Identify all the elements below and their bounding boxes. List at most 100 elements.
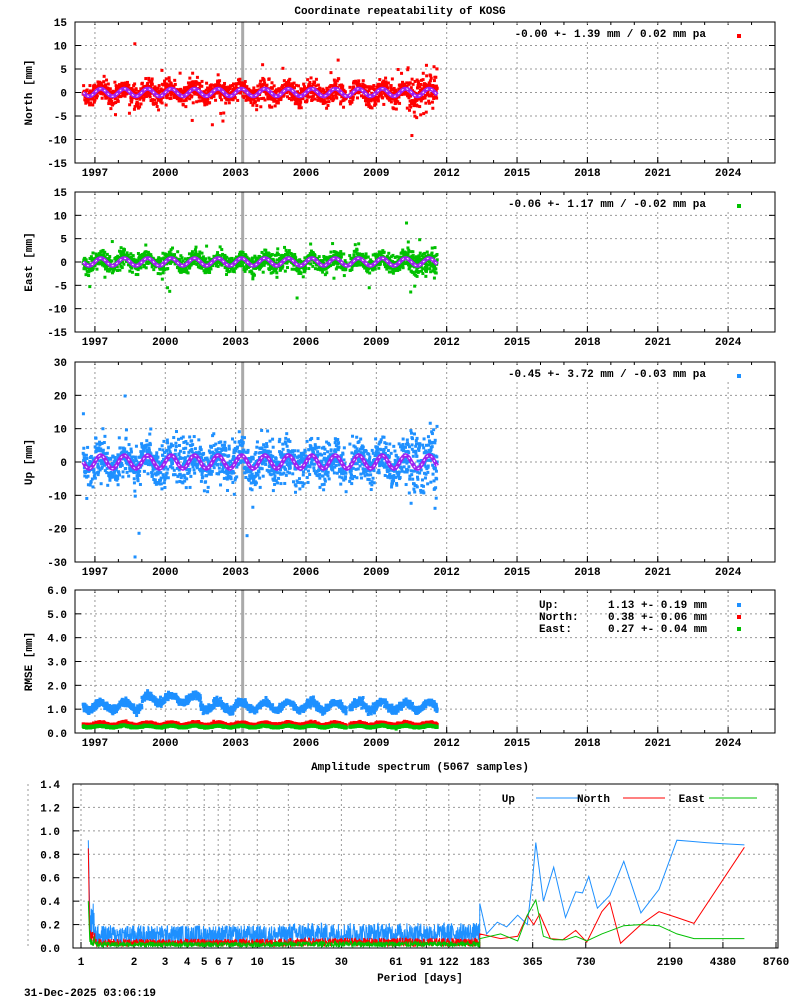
data-point	[435, 67, 439, 71]
data-point	[217, 441, 221, 445]
data-point	[227, 470, 231, 474]
data-point	[207, 472, 211, 476]
data-point	[414, 97, 418, 101]
data-point	[247, 470, 251, 474]
data-point	[177, 452, 181, 456]
data-point	[283, 269, 287, 273]
data-point	[95, 96, 99, 100]
data-point	[390, 88, 394, 92]
data-point	[207, 449, 211, 453]
x-tick-label: 2015	[504, 567, 531, 579]
data-point	[279, 468, 283, 472]
data-point	[270, 253, 274, 257]
data-point	[135, 469, 139, 473]
data-point	[229, 97, 233, 101]
data-point	[164, 465, 168, 469]
data-point	[410, 77, 414, 81]
data-point	[401, 266, 405, 270]
data-point	[99, 449, 103, 453]
data-point	[359, 94, 363, 98]
data-point	[205, 266, 209, 270]
data-point	[285, 432, 289, 436]
data-point	[282, 465, 286, 469]
data-point	[331, 94, 335, 98]
data-point	[244, 267, 248, 271]
data-point	[89, 255, 93, 259]
data-point	[149, 452, 153, 456]
data-point	[176, 474, 180, 478]
data-point	[225, 472, 229, 476]
data-point	[112, 460, 116, 464]
data-point	[169, 252, 173, 256]
data-point	[265, 83, 269, 87]
data-point	[194, 250, 198, 254]
data-point	[149, 99, 153, 103]
data-point	[127, 443, 131, 447]
data-point	[195, 75, 199, 79]
data-point	[128, 103, 132, 107]
data-point	[126, 255, 130, 259]
data-point	[282, 471, 286, 475]
y-tick-label: -15	[47, 159, 67, 171]
data-point	[232, 82, 236, 86]
data-point	[368, 271, 372, 275]
data-point	[321, 270, 325, 274]
data-point	[103, 255, 107, 259]
x-tick-label: 2006	[293, 337, 319, 349]
data-point	[162, 439, 166, 443]
data-point	[434, 267, 438, 271]
data-point	[434, 75, 438, 79]
data-point	[110, 475, 114, 479]
data-point	[133, 42, 137, 46]
data-point	[256, 84, 260, 88]
data-point	[237, 260, 241, 264]
data-point	[381, 96, 385, 100]
data-point	[159, 259, 163, 263]
data-point	[423, 93, 427, 97]
data-point	[101, 260, 105, 264]
data-point	[247, 478, 251, 482]
data-point	[396, 100, 400, 104]
data-point	[138, 482, 142, 486]
data-point	[373, 267, 377, 271]
data-point	[259, 79, 263, 83]
data-point	[120, 463, 124, 467]
data-point	[262, 96, 266, 100]
data-point	[212, 443, 216, 447]
data-point	[341, 268, 345, 272]
data-point	[208, 101, 212, 105]
data-point	[301, 275, 305, 279]
data-point	[190, 447, 194, 451]
data-point	[86, 445, 90, 449]
data-point	[301, 484, 305, 488]
data-point	[153, 478, 157, 482]
data-point	[415, 86, 419, 90]
data-point	[190, 450, 194, 454]
data-point	[84, 273, 88, 277]
data-point	[207, 267, 211, 271]
y-tick-label: 20	[54, 391, 67, 403]
data-point	[181, 259, 185, 263]
data-point	[364, 99, 368, 103]
data-point	[376, 86, 380, 90]
data-point	[199, 469, 203, 473]
data-point	[418, 85, 422, 89]
data-point	[165, 438, 169, 442]
data-point	[349, 96, 353, 100]
data-point	[230, 471, 234, 475]
data-point	[126, 253, 130, 257]
data-point	[222, 111, 226, 115]
data-point	[91, 251, 95, 255]
data-point	[132, 84, 136, 88]
data-point	[260, 446, 264, 450]
data-point	[160, 444, 164, 448]
data-point	[430, 94, 434, 98]
data-point	[103, 275, 107, 279]
data-point	[261, 270, 265, 274]
y-tick-label: -30	[47, 558, 67, 570]
data-point	[133, 494, 137, 498]
data-point	[105, 96, 109, 100]
data-point	[184, 486, 188, 490]
data-point	[184, 105, 188, 109]
